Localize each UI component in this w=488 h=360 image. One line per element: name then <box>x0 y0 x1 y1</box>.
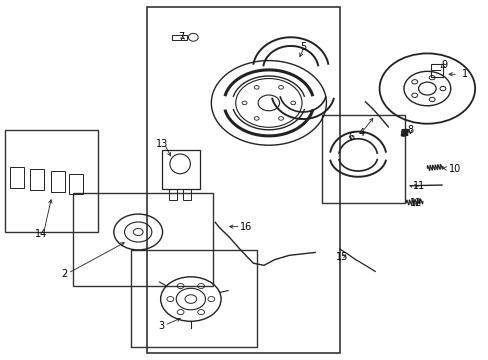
Bar <box>161 149 199 189</box>
Text: 16: 16 <box>239 222 251 232</box>
Bar <box>69 174 82 194</box>
Text: 2: 2 <box>61 269 67 279</box>
Text: 15: 15 <box>335 252 347 262</box>
Bar <box>51 171 64 192</box>
Bar <box>4 130 98 232</box>
Text: 12: 12 <box>409 198 422 208</box>
Bar <box>147 7 339 353</box>
Text: 5: 5 <box>299 42 305 52</box>
Bar <box>30 169 43 190</box>
Bar <box>73 193 212 286</box>
Bar <box>430 64 443 77</box>
Bar <box>183 189 190 200</box>
Bar <box>321 116 405 203</box>
Text: 10: 10 <box>448 164 461 174</box>
Text: 7: 7 <box>178 32 184 41</box>
Text: 13: 13 <box>155 139 167 149</box>
Text: 1: 1 <box>461 69 467 79</box>
Text: 8: 8 <box>407 125 412 135</box>
Text: 11: 11 <box>412 181 424 192</box>
Text: 4: 4 <box>358 129 364 138</box>
Text: 6: 6 <box>348 132 354 142</box>
Bar <box>131 250 256 347</box>
Bar <box>169 189 177 200</box>
Bar <box>10 167 24 188</box>
Text: 9: 9 <box>441 60 447 70</box>
Bar <box>172 36 186 40</box>
Text: 14: 14 <box>35 229 47 239</box>
Text: 3: 3 <box>158 321 164 331</box>
